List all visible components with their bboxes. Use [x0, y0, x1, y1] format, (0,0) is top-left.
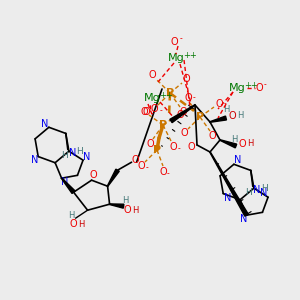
Text: O: O	[150, 104, 158, 114]
Text: O: O	[140, 107, 148, 117]
Text: O: O	[146, 139, 154, 149]
Text: H: H	[78, 220, 85, 229]
Polygon shape	[107, 169, 119, 186]
Text: P: P	[196, 112, 204, 122]
Text: -: -	[167, 169, 170, 178]
Text: O: O	[187, 142, 195, 152]
Text: Mg: Mg	[229, 83, 245, 93]
Polygon shape	[170, 105, 195, 123]
Text: O: O	[170, 37, 178, 47]
Text: O: O	[148, 70, 156, 80]
Polygon shape	[210, 152, 248, 216]
Text: H: H	[68, 211, 75, 220]
Polygon shape	[61, 178, 75, 194]
Text: O: O	[70, 219, 77, 229]
Text: P: P	[166, 88, 174, 98]
Text: O: O	[132, 155, 140, 165]
Text: O: O	[255, 83, 263, 93]
Text: H: H	[122, 196, 129, 205]
Text: O: O	[142, 107, 150, 117]
Polygon shape	[110, 204, 124, 208]
Text: H: H	[231, 134, 237, 143]
Text: O: O	[179, 107, 187, 117]
Text: P: P	[153, 145, 161, 155]
Text: O: O	[182, 74, 190, 84]
Text: -: -	[160, 106, 162, 116]
Text: -: -	[193, 94, 195, 103]
Text: O: O	[159, 167, 167, 177]
Text: O: O	[124, 205, 131, 215]
Text: -: -	[178, 145, 180, 154]
Text: H: H	[132, 206, 139, 215]
Text: N: N	[61, 177, 68, 187]
Text: O: O	[228, 111, 236, 121]
Text: H: H	[245, 188, 252, 197]
Text: N: N	[224, 193, 231, 202]
Text: N: N	[253, 185, 260, 195]
Text: P: P	[159, 120, 167, 130]
Text: N: N	[69, 148, 76, 158]
Text: O: O	[180, 128, 188, 138]
Text: O: O	[215, 99, 223, 109]
Text: O: O	[176, 110, 184, 120]
Text: N: N	[41, 119, 49, 129]
Text: H: H	[223, 106, 229, 115]
Text: Mg: Mg	[144, 93, 160, 103]
Text: -: -	[154, 142, 158, 151]
Text: -: -	[151, 110, 153, 118]
Text: H: H	[237, 112, 243, 121]
Text: -: -	[146, 164, 148, 172]
Text: ++: ++	[159, 92, 173, 100]
Text: H: H	[61, 151, 68, 160]
Text: N: N	[83, 152, 91, 162]
Text: O: O	[90, 170, 98, 180]
Text: H: H	[247, 140, 253, 148]
Text: O: O	[184, 93, 192, 103]
Text: -: -	[264, 80, 266, 89]
Text: N: N	[240, 214, 247, 224]
Text: -: -	[180, 34, 182, 43]
Text: ++: ++	[183, 52, 197, 61]
Text: O: O	[208, 131, 216, 141]
Text: H: H	[261, 184, 268, 193]
Text: O: O	[238, 139, 246, 149]
Text: -: -	[224, 100, 226, 109]
Text: N: N	[31, 154, 38, 165]
Polygon shape	[210, 116, 226, 122]
Text: O: O	[137, 161, 145, 171]
Text: N: N	[234, 155, 242, 165]
Text: N: N	[260, 188, 268, 198]
Polygon shape	[220, 140, 237, 148]
Text: O: O	[169, 142, 177, 152]
Text: Mg: Mg	[168, 53, 184, 63]
Text: ++: ++	[244, 82, 258, 91]
Text: H: H	[76, 147, 83, 156]
